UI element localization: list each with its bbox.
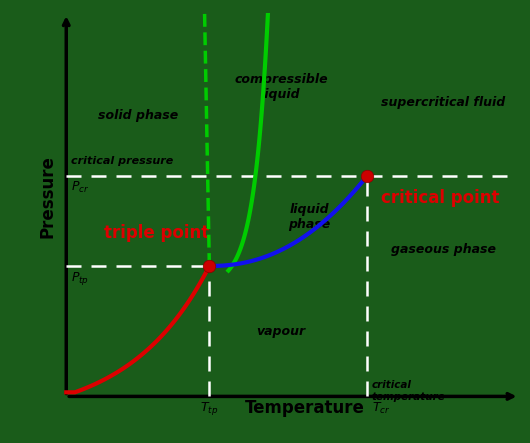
Text: critical point: critical point [381,189,500,206]
Text: Temperature: Temperature [245,399,365,417]
Text: $T_{cr}$: $T_{cr}$ [372,400,390,416]
Text: Pressure: Pressure [38,155,56,238]
Text: $T_{tp}$: $T_{tp}$ [200,400,218,417]
Text: solid phase: solid phase [98,109,178,122]
Text: $P_{tp}$: $P_{tp}$ [71,270,89,287]
Text: vapour: vapour [257,325,305,338]
Text: supercritical fluid: supercritical fluid [381,97,505,109]
Text: critical
temperature: critical temperature [372,380,445,402]
Text: liquid
phase: liquid phase [288,203,331,231]
Text: critical pressure: critical pressure [71,156,173,166]
Text: compressible
liquid: compressible liquid [234,73,328,101]
Text: gaseous phase: gaseous phase [391,243,496,256]
Text: triple point: triple point [104,224,210,241]
Text: $P_{cr}$: $P_{cr}$ [71,180,90,195]
